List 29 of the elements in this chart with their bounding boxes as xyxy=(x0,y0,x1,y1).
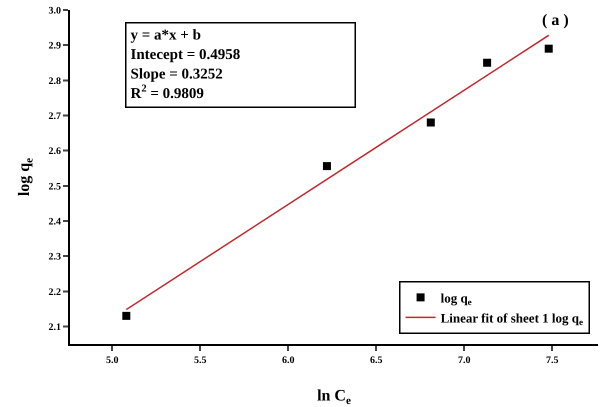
legend-label: log q$_{e}$ xyxy=(440,290,472,308)
annotation: Slope = 0.3252 xyxy=(130,66,223,82)
y-tick-label: 2.2 xyxy=(48,286,61,298)
point xyxy=(322,162,331,170)
y-tick-label: 2.4 xyxy=(48,216,61,228)
point xyxy=(483,58,492,67)
annotation: R$^{2}$ = 0.9809 xyxy=(130,84,204,102)
y-tick-label: 2.1 xyxy=(48,322,61,333)
y-tick-label: 2.6 xyxy=(48,146,61,158)
x-tick-label: 6.0 xyxy=(282,355,294,366)
annotation: ( a ) xyxy=(542,12,569,29)
x-tick-label: 5.0 xyxy=(106,355,118,366)
y-tick-label: 2.3 xyxy=(48,252,61,263)
y-tick-label: 2.9 xyxy=(48,40,61,52)
y-tick-label: 3.0 xyxy=(48,6,61,16)
x-axis-title: ln C$_{e}$ xyxy=(317,388,351,407)
legend-label: Linear fit of sheet 1 log q$_{e}$ xyxy=(440,310,584,328)
y-tick-label: 2.5 xyxy=(48,181,61,192)
x-tick-label: 5.5 xyxy=(194,355,206,366)
y-tick-label: 2.7 xyxy=(48,110,61,122)
point xyxy=(544,44,553,53)
x-tick-label: 7.5 xyxy=(546,355,558,366)
point xyxy=(426,118,435,127)
point xyxy=(122,312,130,320)
annotation: y = a*x + b xyxy=(130,28,201,44)
x-tick-label: 6.5 xyxy=(370,355,382,366)
x-tick-label: 7.0 xyxy=(458,355,470,366)
annotation: Intecept = 0.4958 xyxy=(130,47,240,63)
y-tick-label: 2.8 xyxy=(48,76,61,87)
